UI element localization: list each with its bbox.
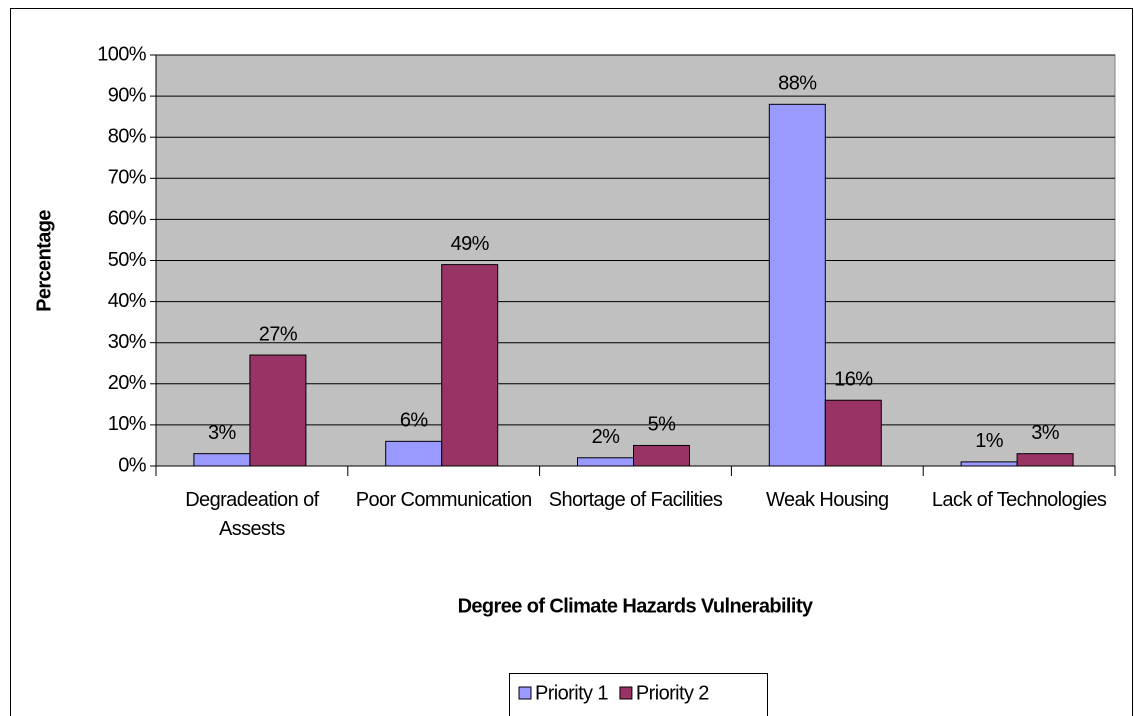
bar [249,354,307,467]
y-tick-label: 90% [108,84,147,106]
bar [768,103,826,467]
bar [1016,453,1074,467]
value-label: 27% [259,323,298,345]
value-label: 2% [592,426,621,448]
legend-swatch [619,686,633,700]
x-tick-label: Weak Housing [766,489,889,511]
y-tick-label: 20% [108,372,147,394]
bar [960,461,1018,467]
bar [824,399,882,467]
value-label: 3% [208,422,237,444]
bar [193,453,251,467]
value-label: 49% [451,233,490,255]
x-tick-label: Shortage of Facilities [548,489,723,511]
y-tick-label: 30% [108,331,147,353]
bar [385,440,443,467]
y-tick-label: 70% [108,167,147,189]
x-tick-label: Poor Communication [355,489,533,511]
bar [577,457,634,467]
legend-box [509,673,768,716]
chart-border [10,8,1133,716]
value-label: 3% [1031,422,1060,444]
y-tick-label: 50% [108,249,147,271]
value-label: 88% [778,73,817,95]
y-tick-label: 0% [118,454,147,476]
x-tick-label: Lack of Technologies [931,489,1107,511]
value-label: 6% [400,410,429,432]
x-tick-label: Degradeation of Assests [185,489,319,540]
value-label: 5% [648,414,677,436]
legend-label: Priority 1 [535,682,608,704]
y-tick-label: 80% [108,125,147,147]
value-label: 16% [834,369,873,391]
bar [441,264,499,467]
bar [633,444,690,467]
y-axis-label: Percentage [33,210,55,312]
y-tick-label: 100% [97,43,147,65]
y-tick-label: 10% [108,413,147,435]
y-tick-label: 60% [108,208,147,230]
x-axis-label: Degree of Climate Hazards Vulnerability [458,595,814,617]
y-tick-label: 40% [108,290,147,312]
value-label: 1% [975,430,1004,452]
legend-label: Priority 2 [636,682,709,704]
legend-swatch [518,686,532,700]
